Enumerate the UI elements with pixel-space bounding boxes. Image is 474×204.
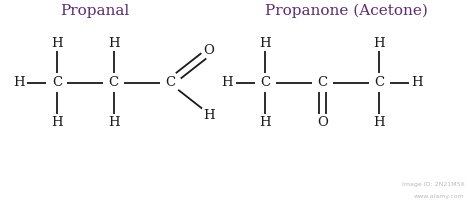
Text: H: H bbox=[260, 37, 271, 50]
Text: H: H bbox=[13, 76, 25, 89]
Text: H: H bbox=[203, 109, 214, 122]
Text: Propanal: Propanal bbox=[60, 4, 129, 18]
Text: H: H bbox=[260, 116, 271, 129]
Text: Propanone (Acetone): Propanone (Acetone) bbox=[264, 4, 428, 18]
Text: C: C bbox=[317, 76, 328, 89]
Text: H: H bbox=[374, 116, 385, 129]
Text: H: H bbox=[374, 37, 385, 50]
Text: C: C bbox=[52, 76, 62, 89]
Text: www.alamy.com: www.alamy.com bbox=[414, 194, 465, 199]
Text: H: H bbox=[411, 76, 423, 89]
Text: C: C bbox=[109, 76, 119, 89]
Text: C: C bbox=[165, 76, 176, 89]
Text: H: H bbox=[51, 116, 63, 129]
Text: H: H bbox=[222, 76, 233, 89]
Text: C: C bbox=[260, 76, 271, 89]
Text: H: H bbox=[51, 37, 63, 50]
Text: H: H bbox=[108, 116, 119, 129]
Text: C: C bbox=[374, 76, 384, 89]
Text: Image ID: 2N21M5X: Image ID: 2N21M5X bbox=[402, 182, 465, 187]
Text: H: H bbox=[108, 37, 119, 50]
Text: O: O bbox=[317, 116, 328, 129]
Text: alamy: alamy bbox=[12, 184, 49, 194]
Text: O: O bbox=[203, 44, 214, 57]
